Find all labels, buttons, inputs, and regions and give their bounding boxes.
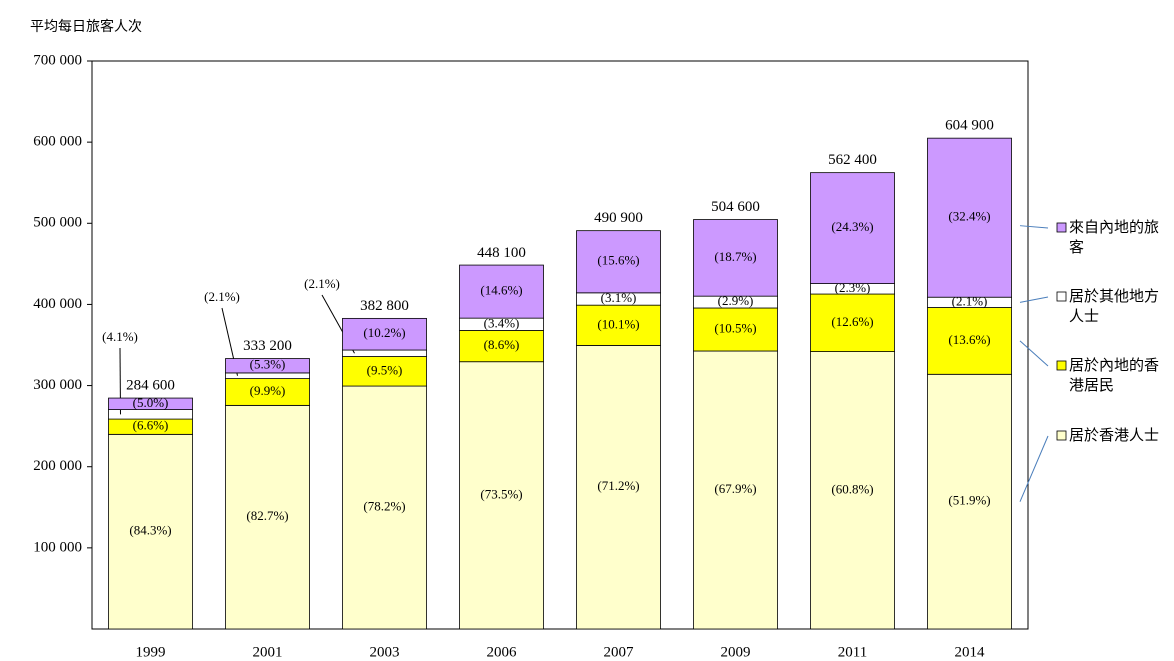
legend-label: 來自內地的旅客 xyxy=(1069,218,1160,256)
bar-segment xyxy=(225,404,310,630)
segment-label: (78.2%) xyxy=(363,499,405,514)
y-tick-label: 400 000 xyxy=(33,296,82,312)
legend-swatch xyxy=(1056,291,1067,302)
segment-label: (4.1%) xyxy=(102,329,138,344)
total-label: 604 900 xyxy=(945,118,994,134)
segment-label: (6.6%) xyxy=(133,418,169,433)
total-label: 382 800 xyxy=(360,298,409,314)
segment-label: (5.0%) xyxy=(133,395,169,410)
segment-label: (82.7%) xyxy=(246,508,288,523)
bar-segment xyxy=(810,351,895,630)
bar-segment xyxy=(576,304,661,346)
segment-label: (2.9%) xyxy=(718,293,754,308)
segment-label: (24.3%) xyxy=(831,219,873,234)
bar-segment xyxy=(108,397,193,410)
bar-segment xyxy=(225,372,310,379)
bar-segment xyxy=(927,137,1012,298)
legend-leader xyxy=(1019,435,1049,502)
bar-segment xyxy=(342,385,427,630)
segment-label: (13.6%) xyxy=(948,332,990,347)
segment-label: (60.8%) xyxy=(831,481,873,496)
bar-segment xyxy=(693,307,778,352)
x-tick-label: 2014 xyxy=(955,644,986,660)
x-tick-label: 2009 xyxy=(721,644,751,660)
x-tick-label: 2003 xyxy=(370,644,400,660)
bar-segment xyxy=(693,219,778,297)
bar-segment xyxy=(342,349,427,357)
legend-swatch xyxy=(1056,360,1067,371)
segment-label: (51.9%) xyxy=(948,493,990,508)
segment-label: (10.5%) xyxy=(714,320,756,335)
legend-label: 居於內地的香港居民 xyxy=(1069,356,1160,394)
segment-label: (3.4%) xyxy=(484,315,520,330)
x-tick-label: 2001 xyxy=(253,644,283,660)
total-label: 284 600 xyxy=(126,378,175,394)
segment-label: (8.6%) xyxy=(484,337,520,352)
bar-segment xyxy=(225,378,310,406)
bar-segment xyxy=(108,433,193,630)
legend-leader xyxy=(1019,296,1049,303)
y-tick-label: 600 000 xyxy=(33,134,82,150)
bar-segment xyxy=(225,358,310,374)
total-label: 562 400 xyxy=(828,152,877,168)
legend-item: 居於內地的香港居民 xyxy=(1069,356,1160,394)
segment-label: (10.2%) xyxy=(363,325,405,340)
segment-label: (2.1%) xyxy=(204,289,240,304)
segment-label: (12.6%) xyxy=(831,314,873,329)
bar-segment xyxy=(459,264,544,319)
y-tick-label: 100 000 xyxy=(33,539,82,555)
plot-frame xyxy=(91,60,1029,630)
total-label: 448 100 xyxy=(477,245,526,261)
legend-swatch xyxy=(1056,430,1067,441)
y-tick-label: 700 000 xyxy=(33,52,82,68)
total-label: 504 600 xyxy=(711,199,760,215)
bar-segment xyxy=(693,350,778,630)
bar-segment xyxy=(342,317,427,351)
legend-leader xyxy=(1019,340,1049,367)
segment-label: (18.7%) xyxy=(714,249,756,264)
y-tick-label: 200 000 xyxy=(33,458,82,474)
legend-item: 居於其他地方人士 xyxy=(1069,287,1160,325)
bar-segment xyxy=(927,373,1012,630)
segment-label: (71.2%) xyxy=(597,478,639,493)
bar-segment xyxy=(810,293,895,352)
bar-segment xyxy=(576,230,661,294)
x-tick-label: 1999 xyxy=(136,644,166,660)
segment-label: (10.1%) xyxy=(597,316,639,331)
bar-segment xyxy=(459,330,544,363)
bar-segment xyxy=(810,172,895,284)
segment-label: (9.5%) xyxy=(367,362,403,377)
legend-item: 居於香港人士 xyxy=(1069,426,1160,444)
legend-label: 居於香港人士 xyxy=(1069,426,1160,444)
bar-segment xyxy=(108,409,193,420)
segment-label: (67.9%) xyxy=(714,481,756,496)
legend-item: 來自內地的旅客 xyxy=(1069,218,1160,256)
y-tick-label: 500 000 xyxy=(33,215,82,231)
total-label: 490 900 xyxy=(594,210,643,226)
segment-label: (5.3%) xyxy=(250,357,286,372)
bar-segment xyxy=(342,356,427,387)
segment-label: (32.4%) xyxy=(948,209,990,224)
x-tick-label: 2011 xyxy=(838,644,867,660)
segment-label: (2.1%) xyxy=(304,276,340,291)
segment-label: (14.6%) xyxy=(480,283,522,298)
segment-label: (84.3%) xyxy=(129,523,171,538)
legend-label: 居於其他地方人士 xyxy=(1069,287,1160,325)
bar-segment xyxy=(927,307,1012,375)
y-axis-title: 平均每日旅客人次 xyxy=(30,18,142,35)
bar-segment xyxy=(576,345,661,630)
segment-label: (9.9%) xyxy=(250,383,286,398)
segment-label: (15.6%) xyxy=(597,253,639,268)
segment-label: (73.5%) xyxy=(480,486,522,501)
x-tick-label: 2006 xyxy=(487,644,518,660)
bar-segment xyxy=(459,361,544,630)
x-tick-label: 2007 xyxy=(604,644,635,660)
y-tick-label: 300 000 xyxy=(33,377,82,393)
legend-swatch xyxy=(1056,222,1067,233)
total-label: 333 200 xyxy=(243,338,292,354)
segment-label: (3.1%) xyxy=(601,290,637,305)
legend-leader xyxy=(1019,225,1049,229)
